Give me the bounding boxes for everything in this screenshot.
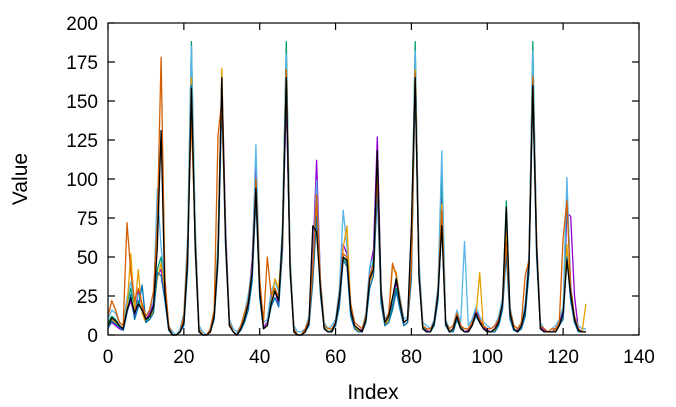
- series-line-6: [107, 56, 586, 336]
- y-axis: 0 25 50 75 100 125 150 175 200: [66, 14, 639, 347]
- plot-lines: [107, 41, 587, 336]
- series-line-3: [107, 45, 586, 336]
- series-line-2: [107, 41, 586, 336]
- y-tick-label: 0: [87, 326, 98, 347]
- x-tick-label: 120: [547, 347, 579, 368]
- y-tick-label: 125: [66, 131, 98, 152]
- x-tick-label: 60: [325, 347, 346, 368]
- series-line-5: [107, 84, 586, 336]
- plot-frame: [107, 22, 640, 336]
- x-tick-label: 100: [471, 347, 503, 368]
- y-tick-label: 175: [66, 53, 98, 74]
- x-tick-label: 40: [249, 347, 270, 368]
- series-line-4: [107, 67, 587, 336]
- y-tick-label: 25: [77, 287, 98, 308]
- x-tick-label: 20: [173, 347, 194, 368]
- x-tick-label: 0: [103, 347, 114, 368]
- y-tick-label: 150: [66, 92, 98, 113]
- y-tick-label: 200: [66, 14, 98, 35]
- x-axis: 0 20 40 60 80 100 120 140: [103, 23, 655, 368]
- y-tick-label: 75: [77, 209, 98, 230]
- series-line-7: [107, 76, 586, 336]
- y-axis-title: Value: [9, 153, 32, 205]
- y-tick-label: 50: [77, 248, 98, 269]
- x-axis-title: Index: [347, 381, 399, 404]
- x-tick-label: 140: [623, 347, 655, 368]
- series-line-1: [107, 56, 586, 336]
- x-tick-label: 80: [401, 347, 422, 368]
- y-tick-label: 100: [66, 170, 98, 191]
